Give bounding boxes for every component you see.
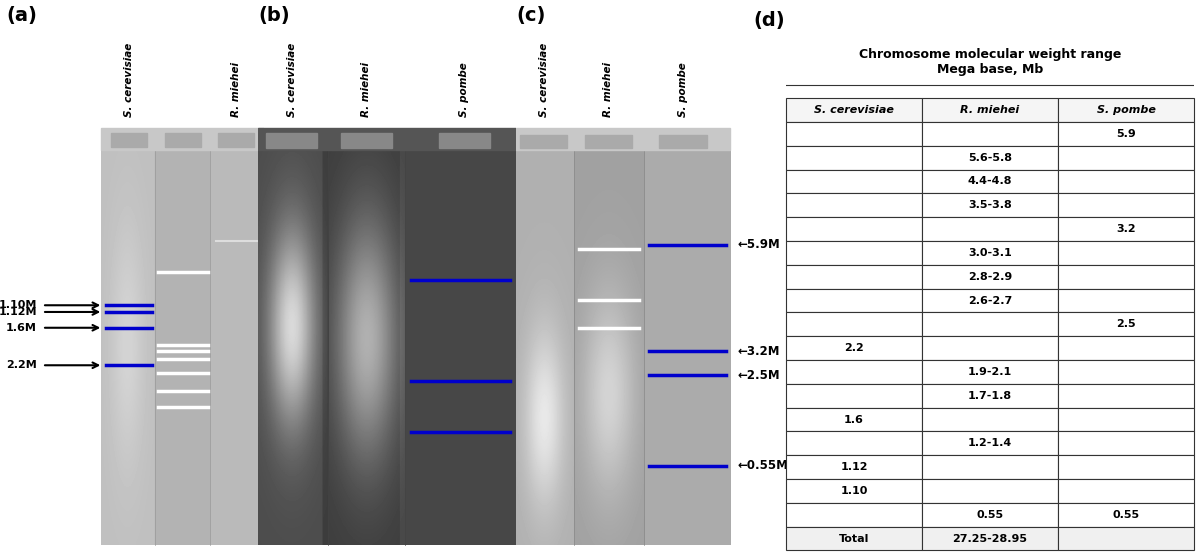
- Text: 2.2M: 2.2M: [6, 360, 37, 370]
- Text: 1.12M: 1.12M: [0, 307, 37, 317]
- Text: 1.10M: 1.10M: [0, 300, 37, 310]
- Bar: [265, 133, 317, 148]
- Bar: [164, 133, 200, 147]
- Bar: [102, 128, 264, 150]
- Bar: [218, 133, 254, 147]
- Text: ←5.9M: ←5.9M: [738, 239, 781, 251]
- Text: R. miehei: R. miehei: [232, 62, 241, 117]
- Bar: [521, 135, 568, 148]
- Text: (c): (c): [516, 6, 545, 24]
- Text: (d): (d): [754, 11, 785, 30]
- Text: Chromosome molecular weight range
Mega base, Mb: Chromosome molecular weight range Mega b…: [859, 48, 1121, 76]
- Text: S. cerevisiae: S. cerevisiae: [124, 42, 134, 117]
- Text: ←3.2M: ←3.2M: [738, 345, 780, 358]
- Text: S. pombe: S. pombe: [460, 62, 469, 117]
- Bar: [516, 128, 730, 150]
- Bar: [258, 128, 516, 150]
- Text: S. cerevisiae: S. cerevisiae: [539, 42, 548, 117]
- Bar: [341, 133, 392, 148]
- Bar: [112, 133, 146, 147]
- Text: S. cerevisiae: S. cerevisiae: [287, 42, 296, 117]
- Text: R. miehei: R. miehei: [604, 62, 613, 117]
- Text: R. miehei: R. miehei: [361, 62, 371, 117]
- Text: ←0.55M: ←0.55M: [738, 459, 788, 473]
- Text: 1.6M: 1.6M: [6, 323, 37, 332]
- Bar: [584, 135, 631, 148]
- Text: ←2.5M: ←2.5M: [738, 369, 780, 381]
- Text: (a): (a): [6, 6, 37, 24]
- Text: S. pombe: S. pombe: [678, 62, 688, 117]
- Text: (b): (b): [258, 6, 289, 24]
- Bar: [439, 133, 491, 148]
- Bar: [660, 135, 707, 148]
